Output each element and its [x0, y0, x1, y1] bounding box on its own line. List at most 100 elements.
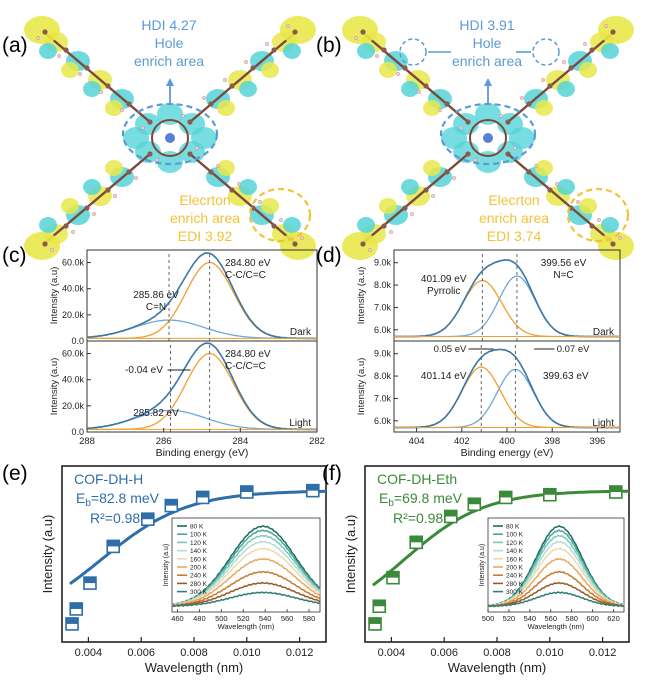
atom-hydrogen [431, 194, 435, 198]
subplot-frame-light [86, 340, 318, 433]
inset-series-line [171, 547, 321, 607]
x-tick-label: 0.012 [589, 647, 617, 659]
inset-legend-label: 80 K [506, 524, 520, 531]
x-tick-label: 288 [79, 436, 95, 447]
molecular-bond [189, 32, 296, 123]
electron-area-outline [566, 187, 630, 243]
panel-b: (b) HDI 3.91 Hole enrich area Elecrton e… [316, 16, 634, 260]
data-point-square-fill [410, 536, 423, 543]
panel-label-e: (e) [2, 462, 28, 485]
peak-annotation: 284.80 eV [225, 258, 271, 269]
atom-carbon [547, 187, 553, 193]
atom-carbon [63, 47, 69, 53]
inset-x-tick-label: 560 [281, 614, 294, 623]
hole-orbital-blob [239, 81, 257, 97]
atom-hydrogen [265, 42, 269, 46]
atom-hydrogen [78, 72, 82, 76]
atom-carbon [444, 169, 450, 175]
atom-carbon [444, 101, 450, 107]
peak-annotation: C-C/C=C [225, 270, 266, 281]
hole-label-b-1: Hole [473, 35, 502, 51]
inset-y-axis-label: Intensity (a.u) [163, 544, 170, 586]
raw-spectrum-line [393, 348, 621, 429]
y-tick-label: 9.0k [374, 258, 392, 268]
y-axis-label: Intensity (a.u) [343, 515, 358, 594]
x-axis-label: Binding energy (eV) [156, 447, 249, 459]
atom-hydrogen [300, 236, 304, 240]
x-tick-label: 286 [156, 436, 172, 447]
fit-envelope-line [394, 259, 620, 338]
inset-x-tick-label: 480 [193, 614, 206, 623]
atom-carbon [126, 101, 132, 107]
data-point-square-fill [141, 513, 154, 520]
atom-hydrogen [499, 114, 503, 118]
x-tick-label: 0.006 [430, 647, 458, 659]
data-point-square-fill [165, 499, 178, 506]
hole-orbital-blob [83, 81, 101, 97]
inset-legend-label: 200 K [190, 565, 208, 572]
atom-hydrogen [258, 200, 262, 204]
hole-orbital-blob [601, 217, 619, 233]
inset-x-tick-label: 620 [607, 614, 620, 623]
series-name-label: COF-DH-Eth [377, 471, 457, 487]
y-tick-label: 7.0k [374, 302, 392, 312]
inset-series-line [171, 570, 321, 607]
molecular-bond [362, 32, 469, 123]
atom-hydrogen [368, 248, 372, 252]
atom-carbon [63, 223, 69, 229]
data-point-square-fill [70, 602, 83, 609]
inset-x-tick-label: 580 [565, 614, 578, 623]
atom-hydrogen [389, 230, 393, 234]
electron-orbital-blob [217, 160, 235, 176]
fit-envelope-line [86, 342, 317, 431]
atom-hydrogen [534, 164, 538, 168]
inset-x-tick-label: 560 [545, 614, 558, 623]
data-point-square-fill [196, 491, 209, 498]
data-point-square-fill [369, 617, 382, 624]
binding-energy-label: Eb=82.8 meV [76, 490, 160, 509]
atom-hydrogen [417, 90, 421, 94]
atom-carbon [147, 151, 153, 157]
atom-carbon [526, 101, 532, 107]
binding-energy-label: Eb=69.8 meV [379, 490, 463, 509]
condition-label: Dark [593, 327, 615, 338]
atom-hydrogen [120, 108, 124, 112]
inset-legend-label: 100 K [506, 532, 524, 539]
atom-hydrogen [92, 212, 96, 216]
electron-orbital-blob [280, 16, 316, 44]
peak-annotation: 285.86 eV [133, 290, 179, 301]
atom-hydrogen [36, 36, 40, 40]
atom-carbon [360, 29, 366, 35]
inset-x-tick-label: 500 [482, 614, 495, 623]
molecular-bond [507, 32, 614, 123]
y-tick-label: 20.0k [62, 401, 85, 411]
atom-carbon [547, 83, 553, 89]
x-axis-label: Wavelength (nm) [448, 660, 547, 675]
atom-hydrogen [71, 230, 75, 234]
fit-envelope-line [394, 348, 620, 429]
component-peak-line [86, 319, 317, 340]
inset-x-tick-label: 520 [237, 614, 250, 623]
peak-annotation: 284.80 eV [225, 349, 271, 360]
atom-carbon [84, 65, 90, 71]
hole-label-a-1: Hole [155, 35, 184, 51]
hole-orbital-blob [39, 43, 57, 59]
atom-hydrogen [583, 42, 587, 46]
atom-hydrogen [520, 96, 524, 100]
atom-hydrogen [576, 200, 580, 204]
inset-x-axis-label: Wavelength (nm) [528, 622, 585, 631]
atom-hydrogen [452, 176, 456, 180]
atom-hydrogen [216, 164, 220, 168]
hole-orbital-blob [357, 217, 375, 233]
electron-orbital-blob [217, 100, 235, 116]
atom-hydrogen [555, 182, 559, 186]
atom-hydrogen [354, 36, 358, 40]
inset-legend-label: 80 K [190, 524, 204, 531]
hdi-label-b: HDI 3.91 [459, 17, 514, 33]
panel-label-a: (a) [2, 34, 28, 57]
data-point-square-fill [107, 540, 120, 547]
atom-carbon [610, 241, 616, 247]
y-tick-label: 40.0k [62, 284, 85, 294]
